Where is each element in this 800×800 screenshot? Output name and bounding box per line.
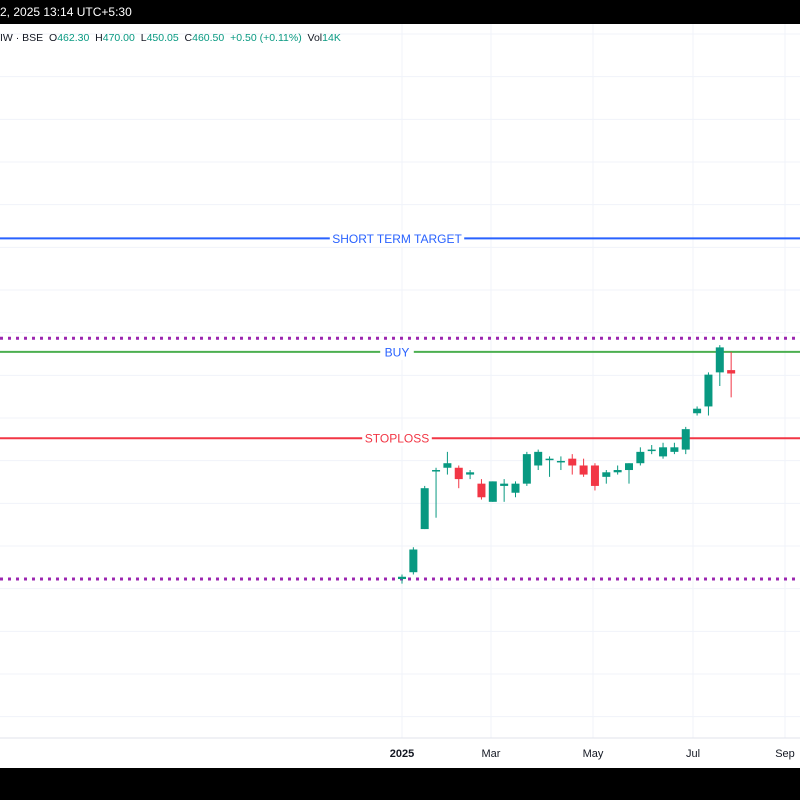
candle-body xyxy=(454,467,463,480)
candle-body xyxy=(670,447,679,452)
volume-value: 14K xyxy=(322,32,341,44)
candle-body xyxy=(659,447,668,457)
header-datetime: 2, 2025 13:14 UTC+5:30 xyxy=(0,5,132,19)
level-label-bg xyxy=(362,430,432,447)
candle-body xyxy=(579,465,588,475)
close-value: 460.50 xyxy=(192,32,225,44)
candle-body xyxy=(534,451,543,466)
candle-body xyxy=(432,470,441,472)
low-label: L xyxy=(140,32,147,44)
level-label-bg xyxy=(380,343,414,360)
ohlc-legend: IW · BSE O462.30 H470.00 L450.05 C460.50… xyxy=(0,32,341,44)
candle-body xyxy=(568,458,577,466)
x-tick-label: Jul xyxy=(686,748,700,760)
candle-body xyxy=(704,374,713,407)
candle-body xyxy=(681,429,690,450)
symbol-label: IW · BSE xyxy=(0,32,44,44)
candle-body xyxy=(398,576,406,580)
candle-body xyxy=(500,483,509,486)
x-tick-label: Mar xyxy=(482,748,501,760)
volume-label: Vol xyxy=(307,32,323,44)
candle-body xyxy=(647,449,656,452)
level-label: SHORT TERM TARGET xyxy=(332,232,462,246)
candle-body xyxy=(613,470,622,473)
high-value: 470.00 xyxy=(102,32,135,44)
open-label: O xyxy=(49,32,58,44)
chart-area[interactable]: 2025 Mar May Jul Sep SHORT TERM TARGET BUY STOP… xyxy=(0,24,800,768)
candle-body xyxy=(466,472,475,475)
candle-body xyxy=(693,408,702,414)
candle-body xyxy=(715,347,724,373)
candle-body xyxy=(488,481,497,502)
candle-body xyxy=(545,458,554,461)
candle-body xyxy=(602,472,611,477)
high-label: H xyxy=(95,32,103,44)
candle-body xyxy=(420,488,429,530)
candle-body xyxy=(443,463,452,468)
close-label: C xyxy=(184,32,193,44)
candle-body xyxy=(409,549,418,573)
candle-body xyxy=(636,451,645,464)
open-value: 462.30 xyxy=(57,32,90,44)
candle-body xyxy=(522,454,531,484)
candle-body xyxy=(727,370,736,374)
low-value: 450.05 xyxy=(146,32,179,44)
candle-body xyxy=(625,463,633,471)
level-label: BUY xyxy=(385,345,410,359)
x-tick-label: 2025 xyxy=(390,748,414,760)
price-chart[interactable]: 2025 Mar May Jul Sep SHORT TERM TARGET BUY STOP… xyxy=(0,24,800,768)
top-bar: 2, 2025 13:14 UTC+5:30 xyxy=(0,0,800,24)
level-label-bg xyxy=(329,230,465,247)
candle-body xyxy=(477,483,486,498)
candle-body xyxy=(511,483,520,493)
level-label: STOPLOSS xyxy=(365,432,429,446)
candle-body xyxy=(556,460,565,463)
change-value: +0.50 (+0.11%) xyxy=(230,32,302,44)
bottom-bar xyxy=(0,768,800,800)
x-tick-label: Sep xyxy=(775,748,795,760)
x-tick-label: May xyxy=(583,748,604,760)
candle-body xyxy=(590,465,599,486)
